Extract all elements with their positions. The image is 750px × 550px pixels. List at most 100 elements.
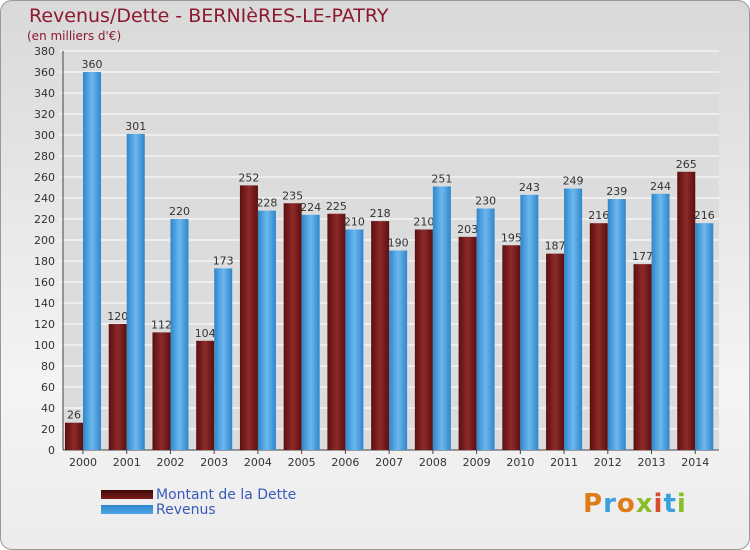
logo-letter: i <box>653 489 664 519</box>
y-tick-label: 320 <box>34 108 55 121</box>
chart-title: Revenus/Dette - BERNIèRES-LE-PATRY <box>29 5 389 27</box>
x-tick-label: 2005 <box>288 456 316 469</box>
y-tick-label: 0 <box>48 444 55 457</box>
data-label: 203 <box>457 223 478 236</box>
x-tick-label: 2004 <box>244 456 272 469</box>
logo-letter: x <box>635 489 654 519</box>
bar-revenus <box>301 214 320 450</box>
y-tick-label: 200 <box>34 234 55 247</box>
data-label: 216 <box>588 209 609 222</box>
data-label: 187 <box>545 240 566 253</box>
bar-dette <box>589 223 608 450</box>
data-label: 265 <box>676 158 697 171</box>
bar-revenus <box>564 188 583 451</box>
y-tick-label: 360 <box>34 66 55 79</box>
bar-dette <box>65 422 83 450</box>
logo-letter: r <box>603 489 617 519</box>
bar-dette <box>546 253 565 450</box>
x-tick-label: 2010 <box>506 456 534 469</box>
bar-revenus <box>520 194 539 450</box>
bar-revenus <box>695 223 714 450</box>
y-tick-label: 60 <box>41 381 55 394</box>
legend-label-dette: Montant de la Dette <box>156 486 297 503</box>
y-tick-label: 220 <box>34 213 55 226</box>
data-label: 218 <box>370 207 391 220</box>
x-tick-label: 2009 <box>463 456 491 469</box>
data-label: 252 <box>238 171 259 184</box>
bar-dette <box>414 229 433 450</box>
data-label: 251 <box>431 172 452 185</box>
data-label: 360 <box>82 58 103 71</box>
data-label: 26 <box>67 409 81 422</box>
data-label: 249 <box>563 175 584 188</box>
bar-dette <box>196 340 215 450</box>
y-tick-label: 300 <box>34 129 55 142</box>
y-tick-label: 240 <box>34 192 55 205</box>
y-tick-label: 280 <box>34 150 55 163</box>
x-tick-label: 2011 <box>550 456 578 469</box>
bar-revenus <box>389 250 408 450</box>
bar-dette <box>239 185 258 450</box>
bar-revenus <box>432 186 451 450</box>
logo-letter: P <box>583 489 604 519</box>
legend-swatch-dette <box>101 490 153 499</box>
data-label: 210 <box>344 216 365 229</box>
data-label: 239 <box>606 185 627 198</box>
legend: Montant de la Dette Revenus <box>101 486 297 518</box>
data-label: 225 <box>326 200 347 213</box>
legend-item-dette: Montant de la Dette <box>101 486 297 503</box>
data-label: 244 <box>650 180 671 193</box>
y-tick-label: 340 <box>34 87 55 100</box>
y-tick-label: 100 <box>34 339 55 352</box>
x-tick-label: 2007 <box>375 456 403 469</box>
x-tick-label: 2014 <box>681 456 709 469</box>
logo-letter: o <box>616 489 636 519</box>
bar-dette <box>108 324 127 450</box>
bar-revenus <box>345 229 364 450</box>
data-label: 190 <box>388 237 409 250</box>
data-label: 301 <box>125 120 146 133</box>
data-label: 120 <box>107 310 128 323</box>
y-tick-label: 20 <box>41 423 55 436</box>
data-label: 177 <box>632 250 653 263</box>
data-label: 195 <box>501 231 522 244</box>
logo-letter: t <box>663 489 677 519</box>
x-tick-label: 2008 <box>419 456 447 469</box>
data-label: 224 <box>300 201 321 214</box>
data-label: 112 <box>151 318 172 331</box>
data-label: 235 <box>282 189 303 202</box>
x-tick-label: 2012 <box>594 456 622 469</box>
y-tick-label: 140 <box>34 297 55 310</box>
y-tick-label: 40 <box>41 402 55 415</box>
bar-dette <box>152 332 171 450</box>
logo-letter: i <box>676 489 687 519</box>
data-label: 243 <box>519 181 540 194</box>
data-label: 220 <box>169 205 190 218</box>
bar-dette <box>327 213 346 450</box>
bar-revenus <box>83 72 101 450</box>
bar-revenus <box>607 199 626 450</box>
x-tick-label: 2000 <box>69 456 97 469</box>
bar-revenus <box>126 133 145 450</box>
bar-dette <box>633 264 652 450</box>
x-tick-label: 2006 <box>331 456 359 469</box>
y-tick-label: 260 <box>34 171 55 184</box>
y-tick-label: 160 <box>34 276 55 289</box>
y-tick-label: 380 <box>34 45 55 58</box>
data-label: 216 <box>694 209 715 222</box>
bar-dette <box>677 171 696 450</box>
bar-revenus <box>214 268 233 450</box>
y-tick-label: 180 <box>34 255 55 268</box>
legend-label-revenus: Revenus <box>156 501 216 518</box>
y-tick-label: 120 <box>34 318 55 331</box>
bar-dette <box>502 245 521 450</box>
data-label: 104 <box>195 327 216 340</box>
bar-revenus <box>651 193 670 451</box>
x-tick-label: 2013 <box>638 456 666 469</box>
data-label: 210 <box>413 216 434 229</box>
legend-item-revenus: Revenus <box>101 501 296 518</box>
x-tick-label: 2002 <box>156 456 184 469</box>
chart-subtitle: (en milliers d'€) <box>27 29 122 43</box>
bar-revenus <box>476 208 495 450</box>
